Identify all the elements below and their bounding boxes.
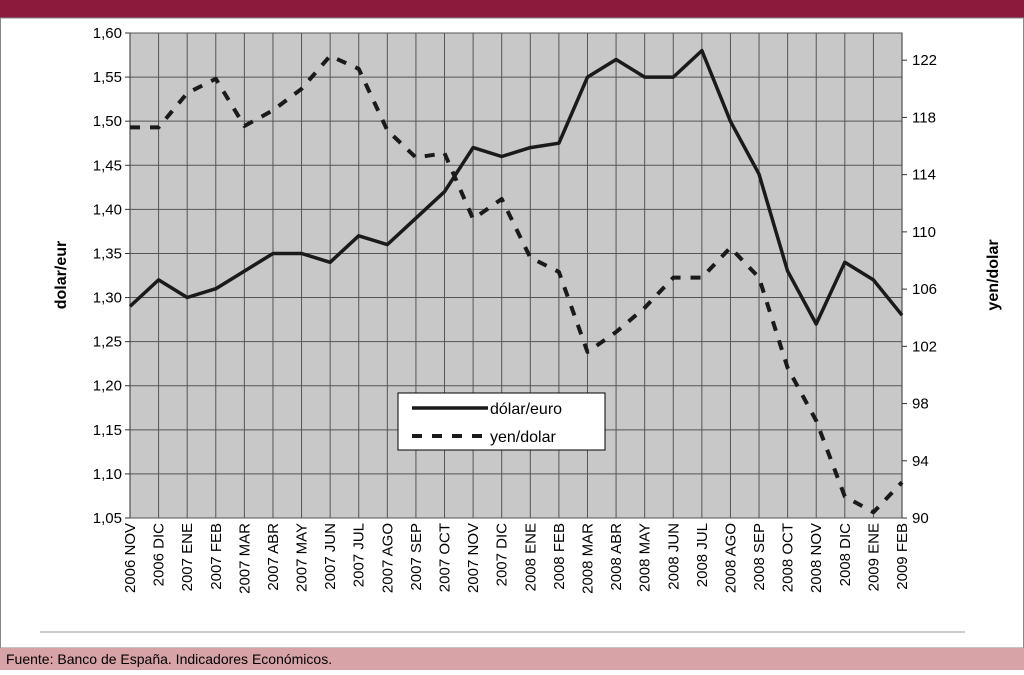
legend-label: yen/dolar bbox=[490, 429, 556, 446]
x-tick-label: 2007 MAR bbox=[236, 523, 253, 594]
y2-tick-label: 118 bbox=[912, 109, 936, 126]
x-tick-label: 2008 FEB bbox=[551, 523, 568, 590]
x-tick-label: 2008 AGO bbox=[722, 523, 739, 593]
x-tick-label: 2007 SEP bbox=[408, 523, 425, 591]
y-tick-label: 1,35 bbox=[93, 245, 122, 262]
header-bar bbox=[0, 0, 1024, 18]
y2-tick-label: 90 bbox=[912, 510, 929, 527]
y2-tick-label: 98 bbox=[912, 396, 929, 413]
legend bbox=[397, 392, 606, 451]
y2-tick-label: 94 bbox=[912, 453, 929, 470]
x-tick-label: 2007 NOV bbox=[465, 523, 482, 593]
x-tick-label: 2007 DIC bbox=[494, 523, 511, 587]
x-tick-label: 2007 JUL bbox=[351, 523, 368, 587]
y2-tick-label: 122 bbox=[912, 52, 937, 69]
y-tick-label: 1,05 bbox=[93, 510, 122, 527]
x-tick-label: 2008 ENE bbox=[522, 523, 539, 591]
x-tick-label: 2006 NOV bbox=[122, 523, 139, 593]
y-tick-label: 1,40 bbox=[93, 201, 122, 218]
x-tick-label: 2007 FEB bbox=[208, 523, 225, 590]
y2-tick-label: 110 bbox=[912, 224, 936, 241]
y-tick-label: 1,55 bbox=[93, 69, 122, 86]
y2-tick-label: 106 bbox=[912, 281, 937, 298]
y-tick-label: 1,30 bbox=[93, 290, 122, 307]
legend-label: dólar/euro bbox=[490, 401, 562, 418]
y2-tick-label: 102 bbox=[912, 338, 937, 355]
x-tick-label: 2007 JUN bbox=[322, 523, 339, 590]
x-tick-label: 2007 ENE bbox=[179, 523, 196, 591]
series-line bbox=[130, 53, 904, 515]
x-tick-label: 2007 AGO bbox=[379, 523, 396, 593]
x-tick-label: 2008 NOV bbox=[808, 523, 825, 593]
x-tick-label: 2008 DIC bbox=[837, 523, 854, 587]
y-tick-label: 1,45 bbox=[93, 157, 122, 174]
y-tick-label: 1,60 bbox=[93, 25, 122, 42]
y2-axis-label: yen/dolar bbox=[985, 239, 1002, 310]
x-tick-label: 2009 ENE bbox=[865, 523, 882, 591]
y-tick-label: 1,15 bbox=[93, 422, 122, 439]
source: Fuente: Banco de España. Indicadores Eco… bbox=[6, 651, 332, 667]
y-tick-label: 1,25 bbox=[93, 334, 122, 351]
x-tick-label: 2007 OCT bbox=[437, 523, 454, 592]
y-tick-label: 1,50 bbox=[93, 113, 122, 130]
x-tick-label: 2007 MAY bbox=[294, 523, 311, 592]
x-tick-label: 2008 OCT bbox=[780, 523, 797, 592]
y2-tick-label: 114 bbox=[912, 167, 936, 184]
x-tick-label: 2008 MAY bbox=[637, 523, 654, 592]
x-tick-label: 2006 DIC bbox=[151, 523, 168, 587]
series-line bbox=[128, 48, 904, 326]
y-tick-label: 1,10 bbox=[93, 466, 122, 483]
x-tick-label: 2008 JUN bbox=[665, 523, 682, 590]
y-axis-label: dolar/eur bbox=[53, 241, 70, 309]
x-tick-label: 2008 MAR bbox=[579, 523, 596, 594]
x-tick-label: 2007 ABR bbox=[265, 523, 282, 591]
x-tick-label: 2009 FEB bbox=[894, 523, 911, 590]
footer-bar bbox=[0, 648, 1024, 670]
x-tick-label: 2008 ABR bbox=[608, 523, 625, 591]
x-tick-label: 2008 SEP bbox=[751, 523, 768, 591]
y-tick-label: 1,20 bbox=[93, 378, 122, 395]
x-tick-label: 2008 JUL bbox=[694, 523, 711, 587]
